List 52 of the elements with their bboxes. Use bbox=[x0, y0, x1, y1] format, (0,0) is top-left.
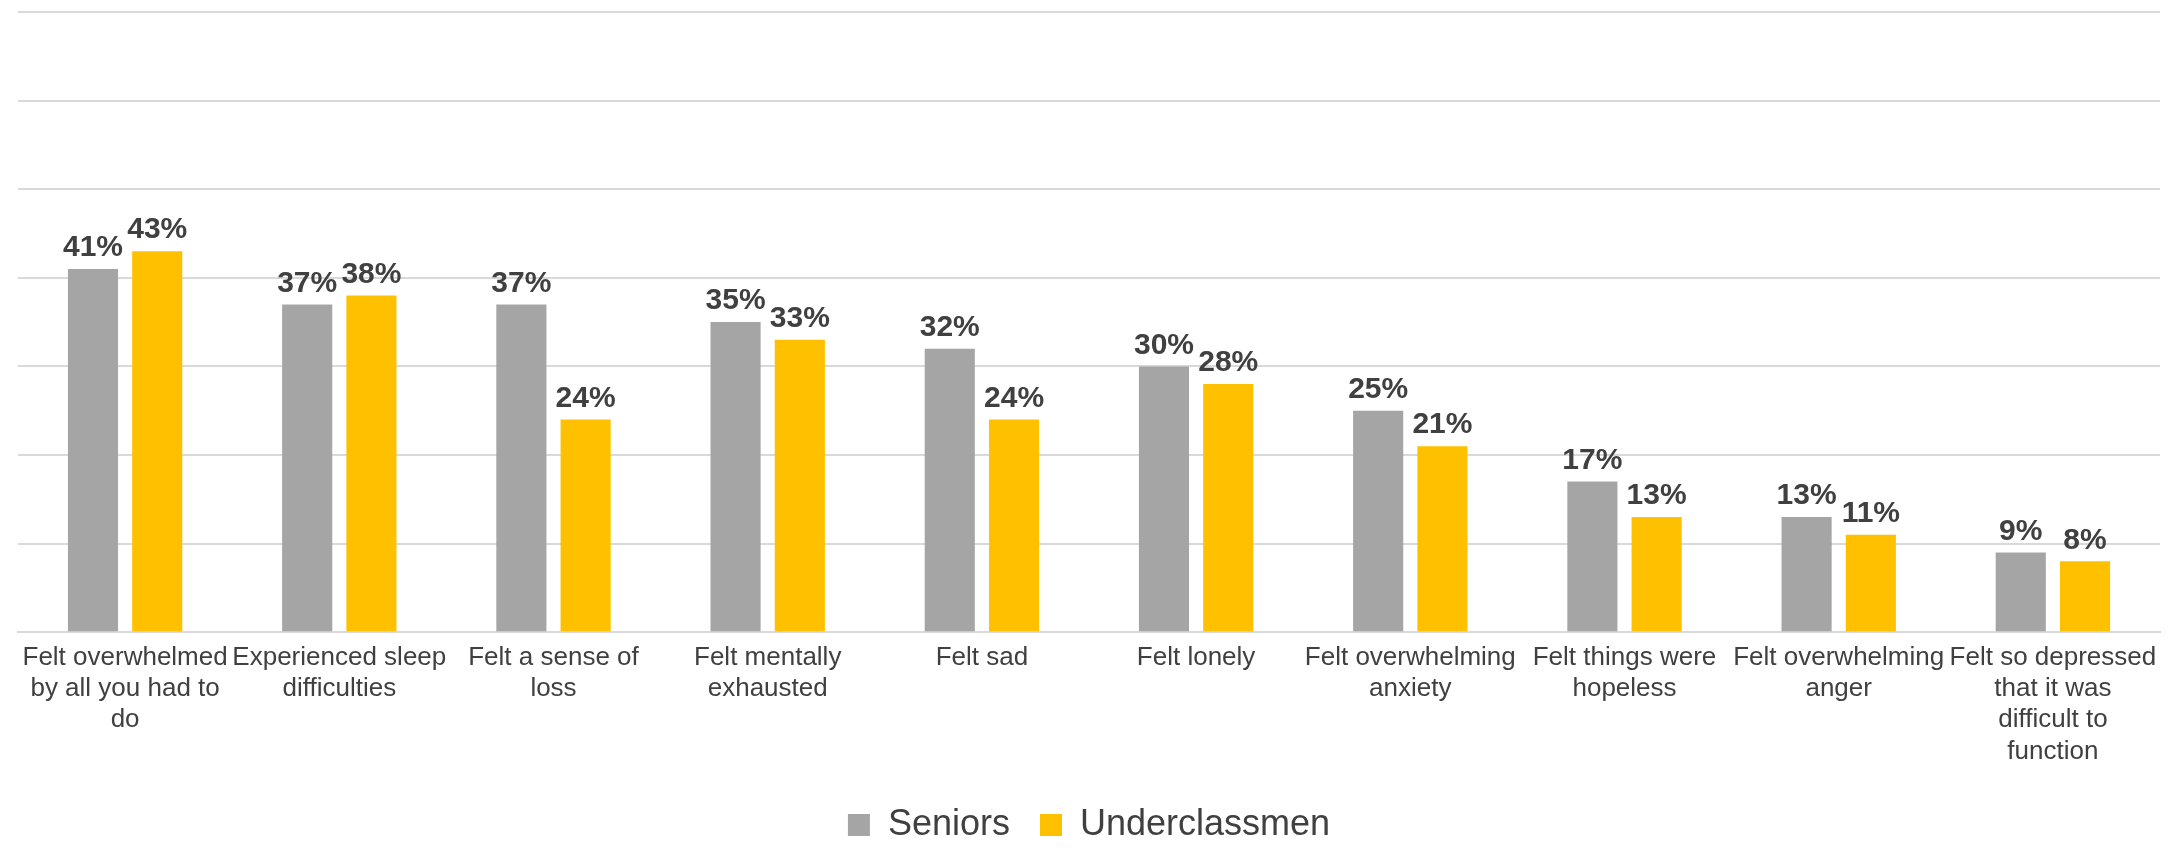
bar bbox=[988, 419, 1040, 632]
data-label: 17% bbox=[1562, 441, 1623, 475]
data-label: 11% bbox=[1841, 495, 1901, 529]
legend-label: Underclassmen bbox=[1079, 801, 1331, 843]
x-tick-label: Experienced sleep difficulties bbox=[232, 640, 447, 703]
bar bbox=[924, 348, 975, 632]
bar bbox=[132, 251, 183, 632]
bar bbox=[1995, 552, 2046, 632]
bar bbox=[1417, 446, 1468, 632]
data-label: 24% bbox=[984, 379, 1045, 413]
x-tick-label: Felt things were hopeless bbox=[1532, 640, 1717, 703]
data-label: 13% bbox=[1626, 477, 1687, 511]
bar bbox=[496, 304, 547, 632]
data-label: 25% bbox=[1348, 370, 1409, 404]
bar bbox=[67, 268, 119, 632]
data-label: 43% bbox=[127, 211, 188, 245]
x-tick-label: Felt a sense of loss bbox=[468, 640, 640, 703]
data-label: 13% bbox=[1776, 477, 1837, 511]
bar bbox=[710, 322, 761, 632]
data-label: 35% bbox=[705, 282, 766, 316]
data-label: 37% bbox=[277, 264, 338, 298]
bar bbox=[1353, 410, 1404, 632]
bar bbox=[1845, 534, 1896, 632]
data-label: 9% bbox=[1999, 512, 2043, 546]
bar bbox=[346, 295, 397, 632]
data-label: 24% bbox=[555, 379, 616, 413]
bar bbox=[1138, 366, 1190, 632]
data-label: 30% bbox=[1133, 326, 1194, 360]
bar bbox=[1203, 384, 1254, 632]
data-label: 41% bbox=[62, 229, 123, 263]
bar bbox=[282, 304, 333, 632]
x-tick-label: Felt so depressed that it was difficult to function bbox=[1949, 640, 2157, 765]
bar bbox=[560, 419, 611, 632]
data-label: 8% bbox=[2063, 521, 2107, 555]
x-tick-label: Felt overwhelming anger bbox=[1733, 640, 1945, 703]
legend-label: Seniors bbox=[887, 801, 1010, 843]
data-label: 28% bbox=[1198, 344, 1259, 378]
bar bbox=[2059, 561, 2111, 632]
bar bbox=[1781, 517, 1832, 632]
data-label: 21% bbox=[1412, 406, 1473, 440]
x-tick-label: Felt sad bbox=[935, 640, 1029, 671]
data-label: 33% bbox=[769, 300, 830, 334]
data-label: 37% bbox=[491, 264, 552, 298]
x-tick-label: Felt mentally exhausted bbox=[694, 640, 842, 703]
x-tick-label: Felt overwhelmed by all you had to do bbox=[22, 640, 228, 734]
data-label: 38% bbox=[341, 255, 402, 289]
x-tick-label: Felt overwhelming anxiety bbox=[1304, 640, 1516, 703]
x-tick-label: Felt lonely bbox=[1136, 640, 1256, 671]
bar bbox=[774, 339, 825, 632]
bar bbox=[1631, 517, 1682, 632]
bar bbox=[1567, 481, 1618, 632]
data-label: 32% bbox=[919, 308, 980, 342]
